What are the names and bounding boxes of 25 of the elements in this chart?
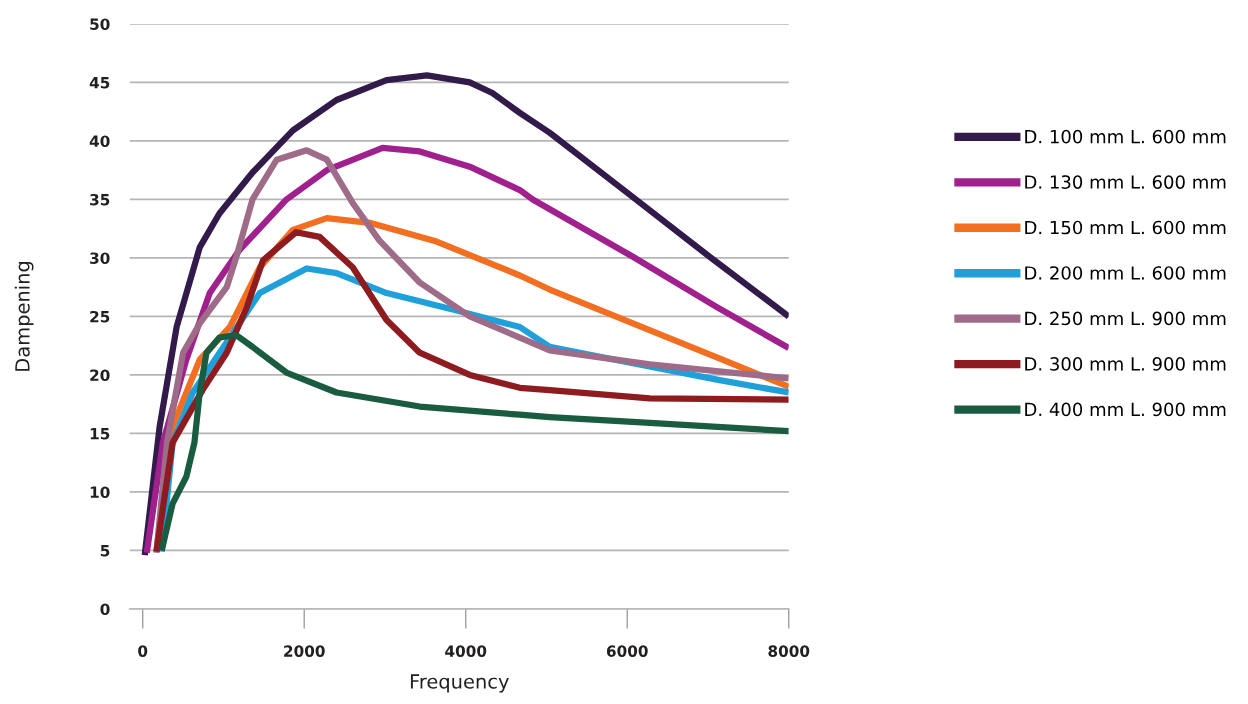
y-tick-label: 0 bbox=[100, 603, 110, 615]
y-tick-label: 25 bbox=[90, 310, 110, 323]
x-axis-title: Frequency bbox=[410, 674, 509, 693]
y-tick-label: 20 bbox=[90, 369, 110, 381]
y-tick-label: 40 bbox=[89, 135, 110, 147]
legend-label: D. 150 mm L. 600 mm bbox=[1025, 220, 1226, 235]
y-axis-title: Dampening bbox=[14, 261, 34, 371]
y-tick-label: 15 bbox=[90, 428, 110, 440]
y-tick-label: 50 bbox=[90, 18, 110, 30]
y-tick-label: 5 bbox=[100, 545, 110, 557]
x-tick-label: 4000 bbox=[445, 645, 487, 657]
x-tick-label: 0 bbox=[138, 645, 148, 657]
x-tick-label: 2000 bbox=[284, 645, 325, 657]
y-tick-label: 10 bbox=[90, 486, 110, 498]
legend-label: D. 200 mm L. 600 mm bbox=[1025, 266, 1226, 280]
x-tick-label: 8000 bbox=[768, 645, 810, 657]
legend-label: D. 130 mm L. 600 mm bbox=[1025, 175, 1226, 189]
y-tick-label: 30 bbox=[90, 252, 110, 264]
legend-label: D. 400 mm L. 900 mm bbox=[1025, 402, 1226, 417]
legend-label: D. 100 mm L. 600 mm bbox=[1025, 129, 1226, 144]
legend-label: D. 300 mm L. 900 mm bbox=[1025, 357, 1226, 371]
legend-label: D. 250 mm L. 900 mm bbox=[1025, 311, 1226, 326]
x-tick-label: 6000 bbox=[606, 645, 648, 657]
y-tick-label: 35 bbox=[90, 193, 110, 206]
y-tick-label: 45 bbox=[89, 77, 110, 89]
